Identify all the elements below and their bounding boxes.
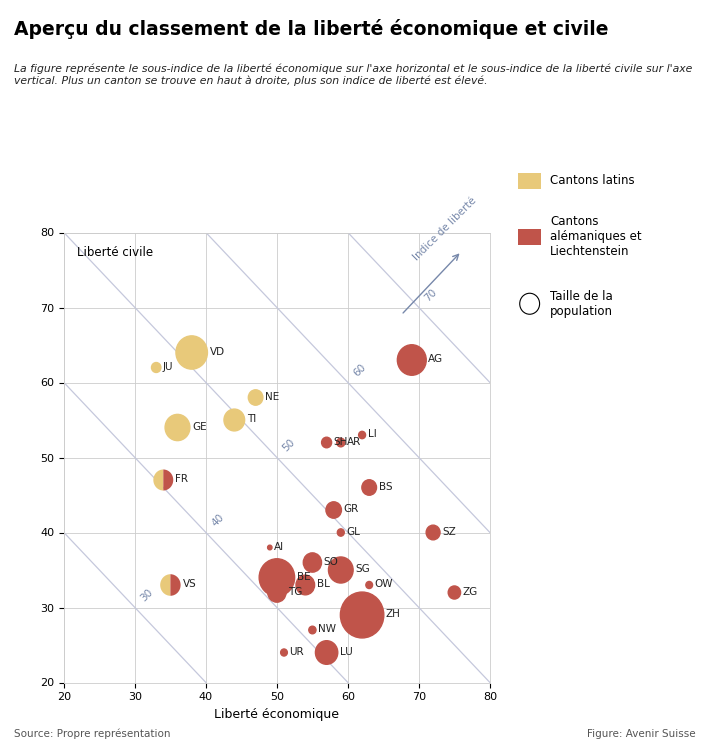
Text: AR: AR: [347, 436, 361, 447]
Text: NW: NW: [318, 624, 336, 634]
Circle shape: [176, 336, 207, 369]
Wedge shape: [170, 574, 180, 596]
Text: 30: 30: [138, 587, 155, 604]
Circle shape: [366, 581, 373, 589]
Wedge shape: [153, 470, 163, 490]
Text: ZG: ZG: [463, 586, 478, 597]
Circle shape: [362, 480, 376, 495]
Text: AG: AG: [428, 354, 444, 364]
Text: 60: 60: [351, 362, 368, 379]
Text: JU: JU: [163, 362, 173, 372]
Text: Source: Propre représentation: Source: Propre représentation: [14, 728, 170, 739]
Text: FR: FR: [175, 474, 188, 484]
Text: OW: OW: [375, 579, 393, 590]
Text: 40: 40: [209, 512, 226, 529]
Text: BS: BS: [378, 482, 393, 492]
Circle shape: [303, 553, 322, 572]
Text: La figure représente le sous-indice de la liberté économique sur l'axe horizonta: La figure représente le sous-indice de l…: [14, 64, 692, 86]
Text: BL: BL: [317, 579, 329, 590]
Text: Cantons latins: Cantons latins: [550, 173, 635, 187]
Text: Figure: Avenir Suisse: Figure: Avenir Suisse: [587, 729, 696, 739]
Circle shape: [340, 592, 384, 638]
Circle shape: [329, 557, 353, 583]
Circle shape: [280, 649, 288, 656]
Text: SH: SH: [334, 436, 348, 447]
Text: LI: LI: [368, 429, 376, 439]
Text: 50: 50: [280, 437, 297, 454]
Circle shape: [315, 640, 338, 664]
Text: AI: AI: [274, 542, 284, 552]
Text: Indice de liberté: Indice de liberté: [412, 196, 479, 262]
Text: SZ: SZ: [442, 526, 456, 537]
Circle shape: [359, 431, 366, 439]
Circle shape: [224, 409, 245, 431]
Text: SO: SO: [324, 556, 339, 567]
Circle shape: [259, 559, 295, 596]
Circle shape: [326, 502, 342, 518]
Circle shape: [268, 545, 272, 550]
Circle shape: [337, 438, 345, 447]
Text: TG: TG: [288, 586, 302, 597]
Text: VS: VS: [182, 579, 197, 590]
Wedge shape: [160, 574, 170, 596]
Text: BE: BE: [297, 572, 310, 582]
Circle shape: [398, 345, 426, 375]
Text: Cantons
alémaniques et
Liechtenstein: Cantons alémaniques et Liechtenstein: [550, 214, 642, 258]
Text: GL: GL: [346, 526, 360, 537]
Text: LU: LU: [340, 646, 353, 657]
Text: Taille de la
population: Taille de la population: [550, 290, 613, 318]
Text: VD: VD: [209, 346, 224, 357]
Circle shape: [426, 525, 440, 540]
Circle shape: [322, 437, 332, 448]
Circle shape: [296, 575, 315, 595]
Text: Liberté civile: Liberté civile: [77, 246, 153, 259]
Text: Aperçu du classement de la liberté économique et civile: Aperçu du classement de la liberté écono…: [14, 19, 608, 39]
Text: NE: NE: [265, 392, 279, 402]
Circle shape: [248, 390, 263, 405]
Text: GR: GR: [344, 504, 359, 515]
Text: 70: 70: [422, 287, 439, 304]
Wedge shape: [163, 470, 173, 490]
Circle shape: [165, 415, 190, 440]
Circle shape: [337, 529, 344, 536]
X-axis label: Liberté économique: Liberté économique: [214, 708, 339, 721]
Circle shape: [151, 362, 161, 373]
Circle shape: [268, 583, 286, 602]
Circle shape: [309, 626, 316, 634]
Circle shape: [448, 586, 461, 599]
Text: UR: UR: [290, 646, 304, 657]
Text: TI: TI: [247, 414, 256, 424]
Text: ZH: ZH: [386, 609, 401, 619]
Text: GE: GE: [192, 422, 207, 432]
Text: SG: SG: [355, 564, 370, 574]
